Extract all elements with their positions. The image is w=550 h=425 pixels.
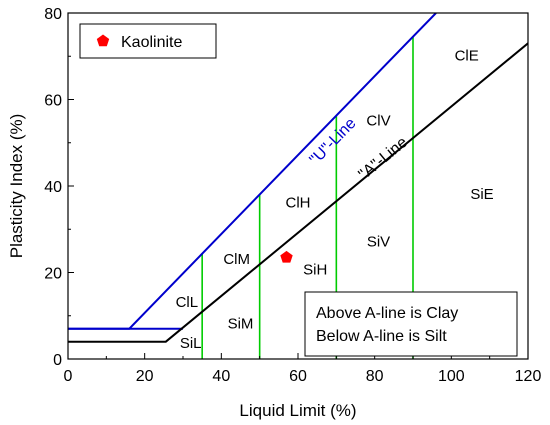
axes: 0 20 40 60 80 100 120 0 20 40 60 80: [44, 6, 541, 385]
x-tick-label: 120: [515, 368, 542, 385]
annotation-line-2: Below A-line is Silt: [316, 328, 447, 345]
u-line: [68, 13, 437, 330]
region-label-sie: SiE: [470, 186, 493, 203]
a-line: [68, 42, 528, 343]
y-tick-label: 0: [53, 352, 62, 369]
annotation-line-1: Above A-line is Clay: [316, 305, 458, 322]
x-tick-label: 40: [212, 368, 230, 385]
y-tick-label: 60: [44, 93, 62, 110]
region-label-clm: ClM: [223, 251, 250, 268]
region-label-clv: ClV: [366, 112, 390, 129]
x-tick-label: 0: [64, 368, 73, 385]
a-line-label: "A"-Line: [356, 134, 411, 184]
legend: Kaolinite: [79, 23, 217, 59]
overlays: Kaolinite Above A-line is Clay Below A-li…: [79, 23, 518, 357]
x-tick-label: 80: [366, 368, 384, 385]
region-label-clh: ClH: [286, 195, 311, 212]
x-tick-label: 100: [438, 368, 465, 385]
kaolinite-point: [280, 250, 293, 263]
legend-kaolinite-marker: [96, 34, 110, 47]
region-label-cle: ClE: [455, 48, 479, 65]
y-tick-label: 20: [44, 266, 62, 283]
region-label-siv: SiV: [367, 234, 390, 251]
region-label-sim: SiM: [228, 316, 254, 333]
x-tick-label: 20: [136, 368, 154, 385]
annotation-frame: [304, 291, 518, 357]
y-axis-title: Plasticity Index (%): [7, 114, 26, 259]
x-axis-title: Liquid Limit (%): [239, 401, 356, 420]
annotation-box: Above A-line is Clay Below A-line is Silt: [304, 291, 518, 357]
y-tick-label: 40: [44, 179, 62, 196]
region-label-sil: SiL: [180, 335, 202, 352]
legend-kaolinite-label: Kaolinite: [121, 34, 182, 51]
u-line-label: "U"-Line: [307, 115, 360, 169]
x-tick-label: 60: [289, 368, 307, 385]
y-tick-label: 80: [44, 6, 62, 23]
region-label-sih: SiH: [303, 262, 327, 279]
region-label-cll: ClL: [176, 294, 199, 311]
